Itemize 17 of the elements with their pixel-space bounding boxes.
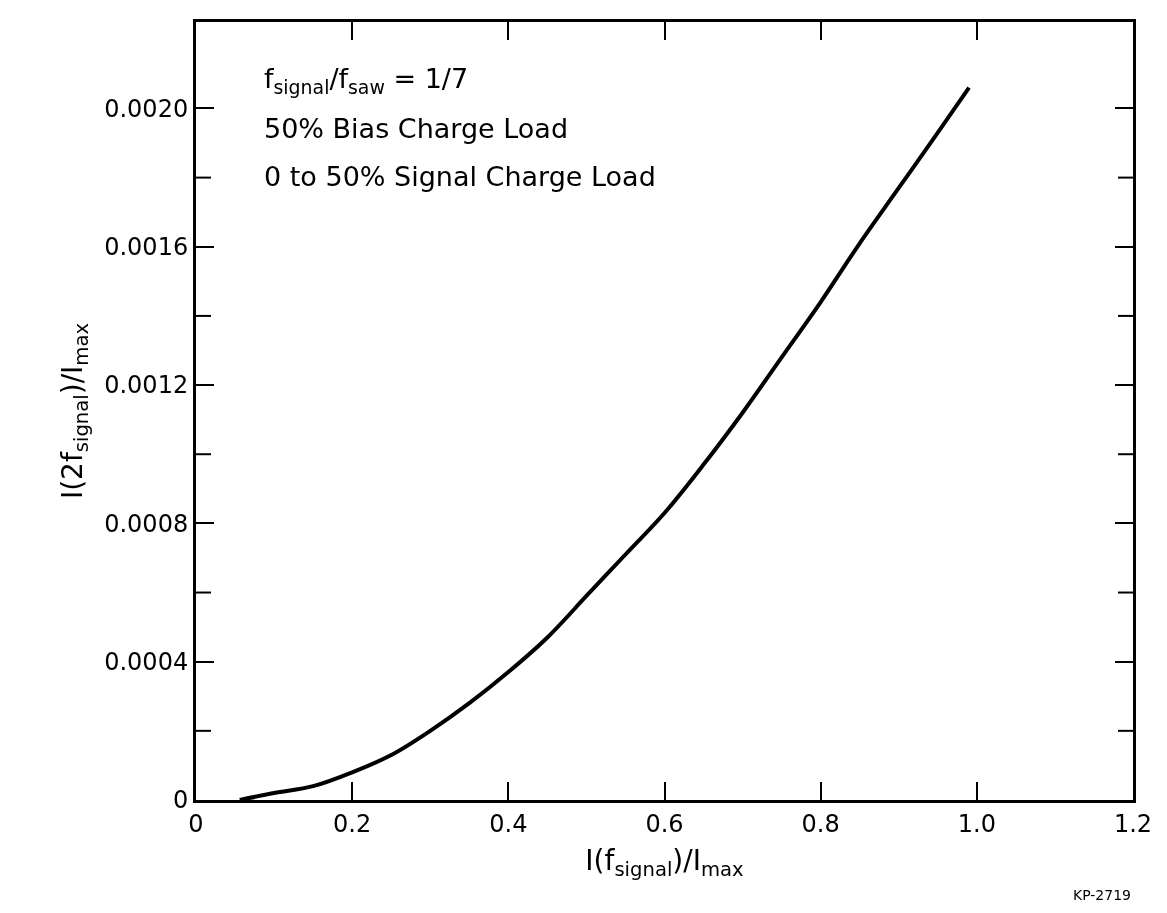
- y-tick-label: 0.0008: [104, 509, 189, 538]
- y-tick-label: 0.0020: [104, 94, 189, 123]
- y-tick-label: 0: [172, 786, 189, 815]
- annotation: 0 to 50% Signal Charge Load: [264, 161, 656, 192]
- x-tick-label: 0.2: [333, 809, 372, 838]
- x-axis-title: I(f$_{signal}$)/I$_{max}$: [585, 843, 744, 881]
- text: KP-2719: [1073, 887, 1131, 903]
- x-tick-label: 1.2: [1113, 809, 1153, 838]
- x-tick-label: 1.0: [957, 809, 996, 838]
- annotation: f$_{signal}$/f$_{saw}$ = 1/7: [264, 63, 469, 98]
- annotation: 50% Bias Charge Load: [264, 113, 569, 144]
- y-tick-label: 0.0012: [104, 371, 189, 400]
- y-tick-label: 0.0004: [104, 648, 189, 677]
- x-tick-label: 0.4: [489, 809, 528, 838]
- x-tick-label: 0.6: [645, 809, 684, 838]
- y-tick-label: 0.0016: [104, 233, 189, 262]
- x-tick-label: 0.8: [801, 809, 840, 838]
